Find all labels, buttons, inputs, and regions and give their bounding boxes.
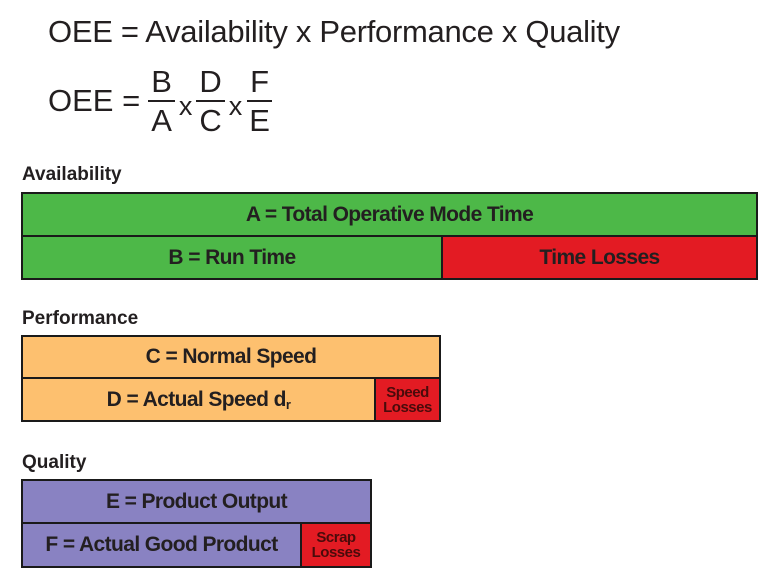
normal-speed-bar: C = Normal Speed <box>23 337 439 377</box>
performance-title: Performance <box>22 308 139 329</box>
scrap-losses-line2: Losses <box>311 544 361 561</box>
multiply-sign: x <box>178 90 193 121</box>
actual-speed-label: D = Actual Speed d <box>106 387 287 411</box>
fraction-denominator: E <box>249 103 270 138</box>
performance-row-normal: C = Normal Speed <box>21 335 441 379</box>
actual-speed-subscript: r <box>285 397 291 412</box>
total-operative-time-bar: A = Total Operative Mode Time <box>23 194 756 235</box>
availability-row-total: A = Total Operative Mode Time <box>21 192 758 237</box>
scrap-losses-line1: Scrap <box>316 529 356 546</box>
quality-row-output: E = Product Output <box>21 479 372 524</box>
oee-formula-text: OEE = Availability x Performance x Quali… <box>48 14 620 49</box>
good-product-bar: F = Actual Good Product <box>23 524 300 566</box>
speed-losses-line2: Losses <box>383 398 432 416</box>
fraction-d-over-c: D C <box>196 66 225 138</box>
quality-title: Quality <box>22 452 87 473</box>
speed-losses-bar: Speed Losses <box>374 379 439 420</box>
fraction-numerator: B <box>148 66 175 102</box>
multiply-sign: x <box>228 90 243 121</box>
availability-title: Availability <box>22 164 122 185</box>
availability-row-split: B = Run Time Time Losses <box>21 235 758 280</box>
fraction-numerator: D <box>196 66 225 102</box>
quality-row-split: F = Actual Good Product Scrap Losses <box>21 522 372 568</box>
oee-lhs: OEE = <box>48 83 141 118</box>
time-losses-bar: Time Losses <box>441 237 756 278</box>
product-output-bar: E = Product Output <box>23 481 370 522</box>
scrap-losses-bar: Scrap Losses <box>300 524 370 566</box>
run-time-bar: B = Run Time <box>23 237 441 278</box>
fraction-denominator: C <box>199 103 222 138</box>
fraction-denominator: A <box>151 103 172 138</box>
fraction-f-over-e: F E <box>246 66 273 136</box>
fraction-b-over-a: B A <box>148 66 175 136</box>
oee-formula-fractions: OEE = B A x D C x F E <box>48 66 273 136</box>
speed-losses-line1: Speed <box>386 383 429 401</box>
fraction-numerator: F <box>247 66 273 102</box>
